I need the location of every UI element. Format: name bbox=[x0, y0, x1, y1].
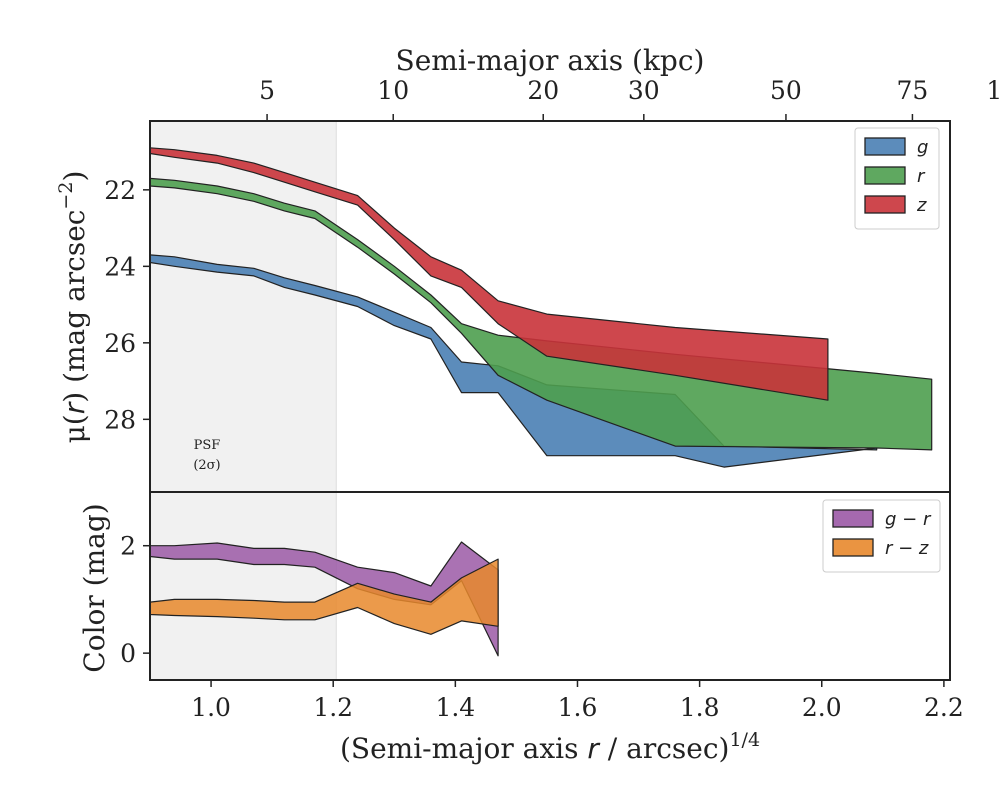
y-tick-label: 26 bbox=[104, 329, 136, 358]
legend-swatch-g bbox=[864, 137, 906, 156]
legend-swatch-r bbox=[864, 166, 906, 185]
kpc-tick-label: 20 bbox=[527, 76, 559, 105]
bottom-panel-bands bbox=[150, 541, 499, 657]
y-axis-title-close: ) bbox=[58, 171, 91, 182]
x-axis-title-var: r bbox=[587, 732, 600, 765]
color-y-tick-label: 0 bbox=[120, 639, 136, 668]
kpc-tick-label: 75 bbox=[897, 76, 929, 105]
legend-label-g-r: g − r bbox=[885, 509, 932, 530]
psf-label: PSF bbox=[194, 438, 221, 453]
legend-swatch-z bbox=[864, 195, 906, 214]
y-tick-label: 22 bbox=[104, 176, 136, 205]
legend-label-r: r bbox=[917, 166, 926, 187]
x-tick-label: 1.4 bbox=[435, 693, 475, 722]
y-tick-label: 24 bbox=[104, 252, 136, 281]
y-tick-label: 28 bbox=[104, 405, 136, 434]
legend-swatch-g-r bbox=[832, 509, 874, 528]
x-axis-title-main: (Semi-major axis bbox=[340, 732, 587, 765]
y-axis-title-tail: ) (mag arcsec bbox=[58, 210, 91, 403]
kpc-tick-label: 30 bbox=[628, 76, 660, 105]
y-axis-title-var: r bbox=[58, 401, 91, 414]
series-r-z-band bbox=[150, 558, 499, 635]
x-axis-title-exp: 1/4 bbox=[729, 729, 760, 751]
legend-label-r-z: r − z bbox=[885, 538, 929, 559]
x-tick-label: 1.6 bbox=[558, 693, 598, 722]
top-axis-title: Semi-major axis (kpc) bbox=[396, 44, 705, 77]
kpc-tick-label: 5 bbox=[259, 76, 275, 105]
x-tick-label: 2.0 bbox=[802, 693, 842, 722]
x-tick-label: 1.0 bbox=[191, 693, 231, 722]
x-tick-label: 1.8 bbox=[680, 693, 720, 722]
legend-swatch-r-z bbox=[832, 538, 874, 557]
series-g-r-band bbox=[150, 541, 499, 657]
x-axis-title: (Semi-major axis r / arcsec)1/4 bbox=[340, 729, 760, 765]
kpc-tick-label: 50 bbox=[770, 76, 802, 105]
x-tick-label: 2.2 bbox=[924, 693, 964, 722]
color-y-tick-label: 2 bbox=[120, 532, 136, 561]
x-tick-label: 1.2 bbox=[313, 693, 353, 722]
psf-region bbox=[150, 121, 337, 680]
y-axis-title-main: μ( bbox=[58, 414, 91, 443]
y-axis-title: μ(r) (mag arcsec−2) bbox=[55, 171, 91, 444]
y-axis-title-exp: −2 bbox=[55, 182, 77, 210]
series-z-band bbox=[150, 147, 829, 401]
color-axis-title: Color (mag) bbox=[78, 503, 111, 672]
legend-label-g: g bbox=[917, 137, 928, 158]
x-axis-title-tail: / arcsec) bbox=[599, 732, 730, 765]
top-panel-bands bbox=[150, 147, 933, 468]
bottom-panel-frame bbox=[149, 491, 951, 681]
kpc-tick-label: 100 bbox=[986, 76, 1000, 105]
kpc-tick-label: 10 bbox=[377, 76, 409, 105]
legend-label-z: z bbox=[916, 195, 927, 216]
psf-label-sigma: (2σ) bbox=[193, 458, 220, 473]
